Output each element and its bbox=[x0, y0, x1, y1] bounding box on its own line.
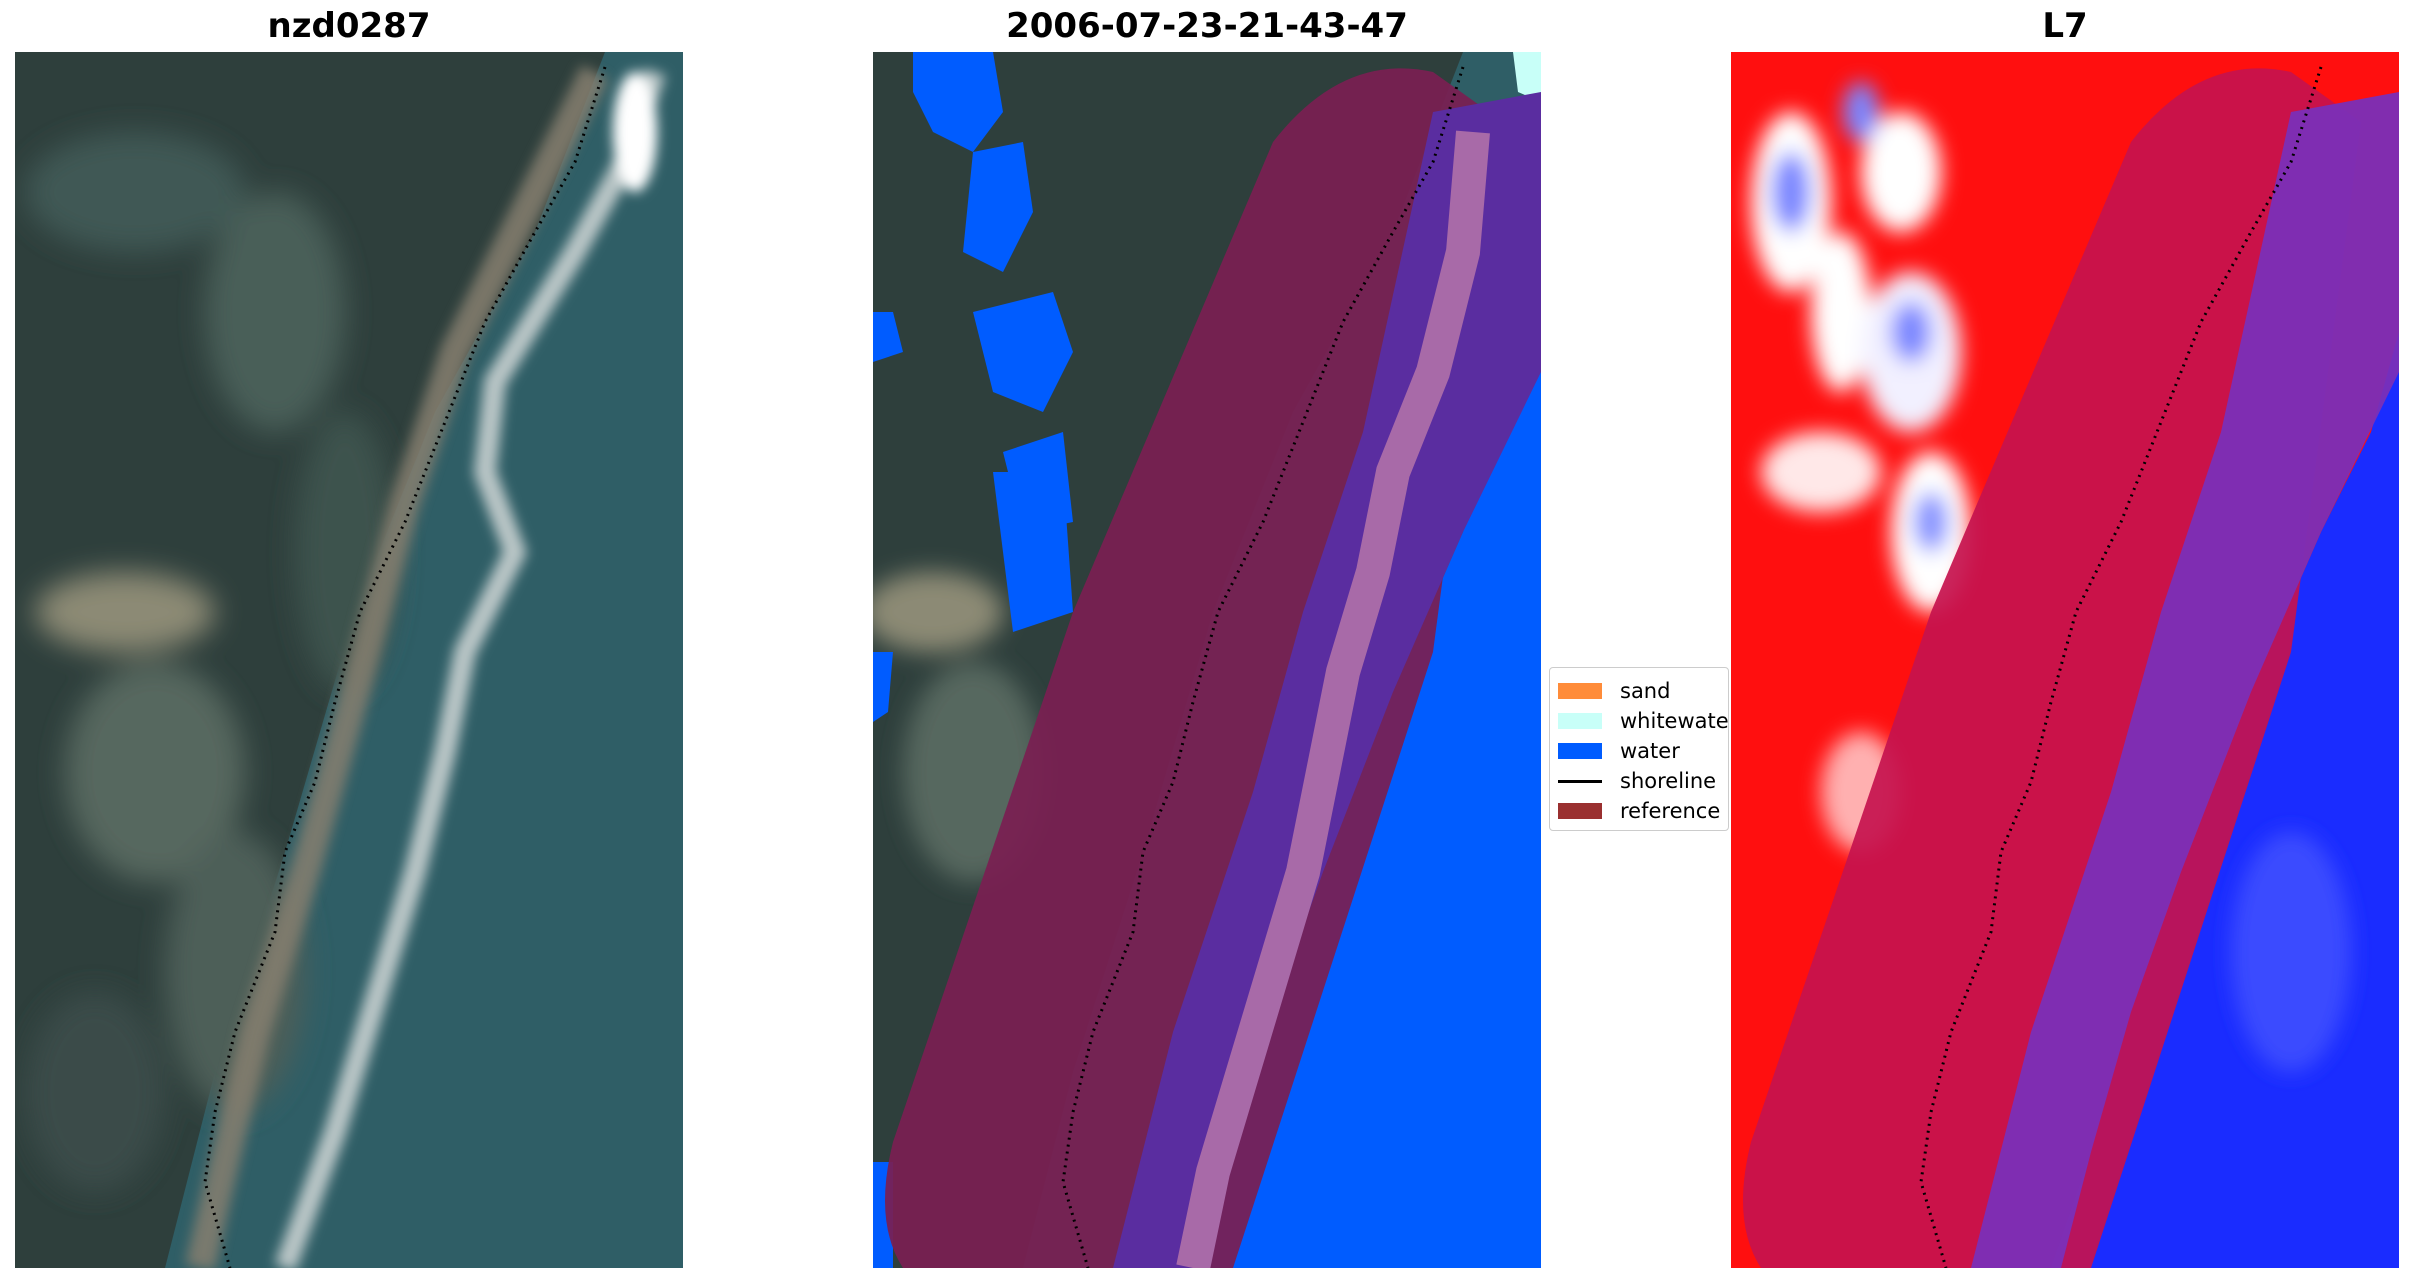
classification-map bbox=[873, 52, 1541, 1268]
legend-swatch bbox=[1558, 683, 1602, 699]
legend-swatch bbox=[1558, 803, 1602, 819]
right-panel-title: L7 bbox=[2042, 6, 2088, 46]
legend-line-swatch bbox=[1558, 779, 1602, 783]
middle-panel-title: 2006-07-23-21-43-47 bbox=[1006, 6, 1408, 46]
satellite-image bbox=[15, 52, 683, 1268]
legend-item-sand: sand bbox=[1558, 676, 1728, 706]
left-panel-title: nzd0287 bbox=[267, 6, 431, 46]
legend-label: water bbox=[1620, 739, 1680, 763]
legend-swatch bbox=[1558, 713, 1602, 729]
index-panel bbox=[1731, 52, 2399, 1268]
legend-label: whitewater bbox=[1620, 709, 1729, 733]
legend-swatch bbox=[1558, 743, 1602, 759]
legend-item-reference: reference s bbox=[1558, 796, 1728, 826]
legend-label: sand bbox=[1620, 679, 1671, 703]
legend: sand whitewater water shoreline referenc… bbox=[1549, 667, 1729, 831]
legend-label: reference s bbox=[1620, 799, 1729, 823]
satellite-image-panel bbox=[15, 52, 683, 1268]
index-map bbox=[1731, 52, 2399, 1268]
classification-panel bbox=[873, 52, 1541, 1268]
legend-label: shoreline bbox=[1620, 769, 1717, 793]
legend-item-shoreline: shoreline bbox=[1558, 766, 1728, 796]
legend-item-whitewater: whitewater bbox=[1558, 706, 1728, 736]
legend-item-water: water bbox=[1558, 736, 1728, 766]
